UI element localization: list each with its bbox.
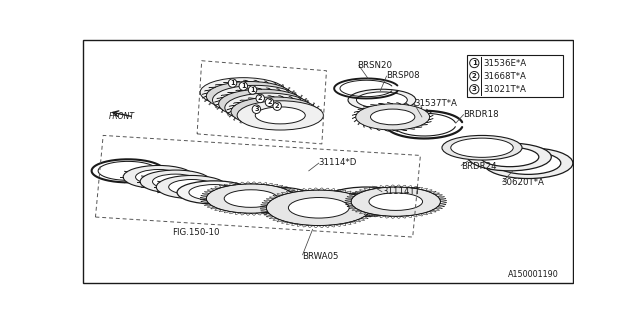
- Ellipse shape: [255, 107, 305, 124]
- Circle shape: [256, 94, 264, 103]
- Text: 1: 1: [230, 80, 235, 86]
- Ellipse shape: [225, 93, 311, 122]
- Text: 31114*D: 31114*D: [319, 158, 357, 167]
- Ellipse shape: [442, 135, 522, 160]
- Text: FRONT: FRONT: [109, 112, 134, 121]
- Text: 3: 3: [254, 106, 259, 112]
- Ellipse shape: [206, 184, 296, 213]
- Text: 2: 2: [275, 103, 280, 109]
- Ellipse shape: [451, 138, 513, 157]
- Ellipse shape: [237, 101, 323, 130]
- Ellipse shape: [140, 170, 211, 193]
- Ellipse shape: [123, 165, 194, 188]
- Bar: [467, 55, 563, 97]
- Circle shape: [265, 98, 274, 107]
- Text: 31536E*A: 31536E*A: [484, 59, 527, 68]
- Circle shape: [470, 71, 479, 81]
- Text: BRSP08: BRSP08: [387, 71, 420, 80]
- Ellipse shape: [356, 92, 407, 108]
- Ellipse shape: [218, 84, 268, 101]
- Circle shape: [252, 105, 260, 114]
- Text: 31114TT: 31114TT: [382, 187, 420, 196]
- Ellipse shape: [371, 109, 415, 125]
- Circle shape: [248, 86, 257, 94]
- Ellipse shape: [289, 197, 349, 218]
- Ellipse shape: [230, 92, 280, 108]
- Ellipse shape: [481, 147, 539, 167]
- Text: 1: 1: [472, 60, 477, 66]
- Text: 31021T*A: 31021T*A: [484, 85, 527, 94]
- Ellipse shape: [339, 193, 394, 211]
- Text: FIG.150-10: FIG.150-10: [172, 228, 220, 237]
- Ellipse shape: [231, 97, 317, 126]
- Ellipse shape: [495, 152, 561, 174]
- Circle shape: [239, 82, 248, 90]
- Text: 31668T*A: 31668T*A: [484, 72, 527, 81]
- Ellipse shape: [251, 192, 301, 208]
- Ellipse shape: [206, 82, 292, 111]
- Text: BRSN20: BRSN20: [357, 61, 392, 70]
- Ellipse shape: [351, 187, 440, 216]
- Text: 3: 3: [472, 86, 477, 92]
- Text: 2: 2: [267, 99, 272, 105]
- Ellipse shape: [484, 148, 573, 179]
- Ellipse shape: [226, 88, 273, 104]
- Text: 30620T*A: 30620T*A: [501, 178, 544, 187]
- Ellipse shape: [219, 89, 305, 118]
- Text: 2: 2: [472, 73, 477, 79]
- Text: A150001190: A150001190: [508, 270, 559, 279]
- Circle shape: [470, 59, 479, 68]
- Text: 31537T*A: 31537T*A: [414, 99, 457, 108]
- Circle shape: [228, 79, 237, 87]
- Ellipse shape: [250, 103, 298, 120]
- Circle shape: [273, 102, 282, 110]
- Ellipse shape: [136, 170, 182, 185]
- Ellipse shape: [322, 187, 411, 216]
- Ellipse shape: [234, 187, 317, 213]
- Text: 1: 1: [241, 83, 246, 89]
- Text: BRWA05: BRWA05: [303, 252, 339, 260]
- Ellipse shape: [152, 174, 198, 189]
- Text: 2: 2: [258, 95, 262, 101]
- Text: BRDR18: BRDR18: [463, 110, 499, 119]
- Text: 1: 1: [250, 87, 255, 93]
- Ellipse shape: [189, 185, 239, 200]
- Circle shape: [470, 84, 479, 94]
- Ellipse shape: [156, 175, 227, 198]
- Ellipse shape: [224, 190, 278, 207]
- Ellipse shape: [212, 85, 299, 115]
- Ellipse shape: [169, 180, 215, 195]
- Ellipse shape: [266, 190, 371, 226]
- Ellipse shape: [243, 99, 293, 116]
- Ellipse shape: [369, 193, 422, 211]
- Ellipse shape: [200, 78, 287, 107]
- Ellipse shape: [348, 89, 416, 111]
- Ellipse shape: [238, 96, 285, 112]
- Text: BRDR24: BRDR24: [461, 162, 497, 171]
- Ellipse shape: [177, 181, 251, 204]
- Ellipse shape: [356, 104, 429, 130]
- Ellipse shape: [468, 143, 551, 171]
